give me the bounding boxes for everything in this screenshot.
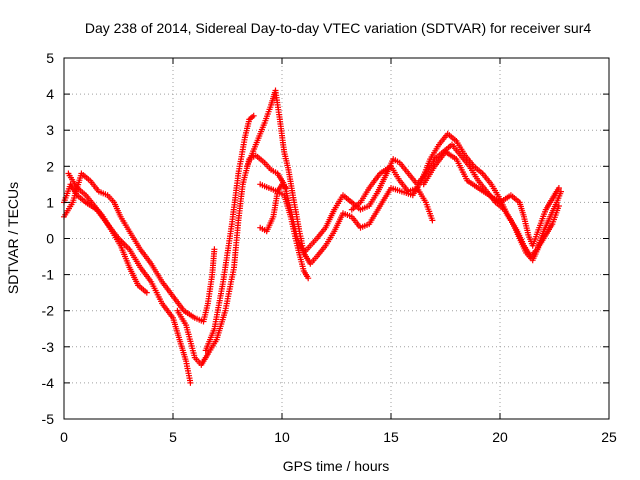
series-satellite-track-E [202, 112, 257, 354]
y-tick-label: 2 [46, 158, 54, 174]
y-tick-label: 1 [46, 194, 54, 210]
series-satellite-track-H [257, 181, 290, 235]
x-axis: 0 5 10 15 20 25 [60, 58, 617, 445]
data-marks [61, 87, 564, 386]
y-tick-label: -2 [42, 303, 55, 319]
x-tick-label: 10 [274, 429, 290, 445]
y-tick-label: 5 [46, 50, 54, 66]
data-point [187, 379, 194, 386]
y-tick-label: -3 [42, 339, 55, 355]
data-point [305, 275, 312, 282]
y-axis-label: SDTVAR / TECUs [5, 182, 21, 294]
series-satellite-track-D [174, 141, 564, 368]
series-satellite-track-B [61, 170, 218, 325]
x-tick-label: 0 [60, 429, 68, 445]
data-point [143, 289, 150, 296]
series-satellite-track-A [61, 181, 194, 386]
chart-title: Day 238 of 2014, Sidereal Day-to-day VTE… [85, 20, 591, 36]
x-tick-label: 20 [492, 429, 508, 445]
y-axis: -5 -4 -3 -2 -1 0 1 2 3 4 5 [42, 50, 609, 427]
x-tick-label: 15 [383, 429, 399, 445]
y-tick-label: 0 [46, 231, 54, 247]
series-satellite-track-G [257, 181, 312, 282]
data-point [211, 246, 218, 253]
series-satellite-track-I [348, 163, 436, 224]
y-tick-label: 3 [46, 122, 54, 138]
y-tick-label: -4 [42, 375, 55, 391]
series-satellite-track-J [420, 148, 562, 249]
y-tick-label: -5 [42, 411, 55, 427]
y-tick-label: 4 [46, 86, 54, 102]
x-axis-label: GPS time / hours [283, 458, 390, 474]
data-point [555, 185, 562, 191]
data-point [283, 185, 290, 191]
grid [64, 58, 609, 419]
x-tick-label: 25 [601, 429, 617, 445]
series-satellite-track-C [65, 170, 150, 296]
y-tick-label: -1 [42, 267, 55, 283]
series-satellite-track-F [244, 87, 562, 267]
data-point [555, 203, 562, 209]
data-point [250, 112, 257, 119]
data-point [429, 217, 436, 224]
x-tick-label: 5 [169, 429, 177, 445]
